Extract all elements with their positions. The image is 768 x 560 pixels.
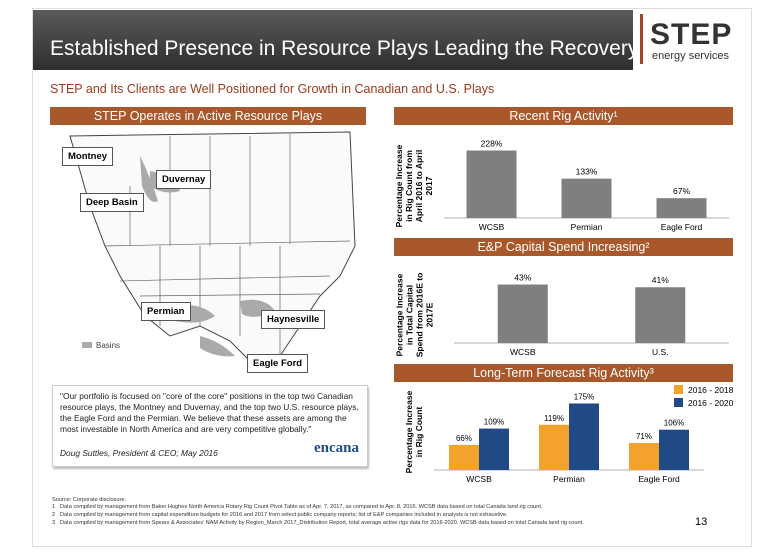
value-label: 66% bbox=[456, 434, 472, 443]
x-tick-label: Permian bbox=[571, 222, 603, 232]
bar bbox=[569, 403, 599, 470]
legend-swatch bbox=[674, 385, 683, 394]
footnote-source: Source: Corporate disclosure. bbox=[52, 497, 126, 503]
footnote-text: Data compiled by management from Baker H… bbox=[60, 504, 543, 510]
chart: 228% WCSB 133% Permian 67% Eagle Ford bbox=[444, 139, 729, 232]
value-label: 119% bbox=[544, 414, 564, 423]
bar bbox=[449, 444, 479, 470]
slide-subtitle: STEP and Its Clients are Well Positioned… bbox=[50, 82, 495, 96]
bar bbox=[479, 428, 509, 470]
x-tick-label: WCSB bbox=[479, 222, 505, 232]
value-label: 228% bbox=[481, 139, 503, 149]
chart: 43% WCSB 41% U.S. bbox=[454, 273, 729, 357]
x-tick-label: U.S. bbox=[652, 347, 669, 357]
map-label: Deep Basin bbox=[80, 193, 144, 212]
value-label: 106% bbox=[664, 419, 684, 428]
footnote-text: Data compiled by management from capital… bbox=[60, 512, 508, 518]
title-bar bbox=[33, 10, 633, 70]
quote-author: Doug Suttles, President & CEO; May 2016 bbox=[60, 448, 218, 458]
footnote-number: 1 bbox=[52, 504, 56, 510]
y-axis-label: Percentage Increase in Rig Count from Ap… bbox=[394, 144, 434, 228]
chart: 66% 109% WCSB 119% 175% Permian 71% 106% Eagle F… bbox=[434, 385, 733, 484]
quote-box bbox=[52, 385, 368, 467]
legend-label: 2016 - 2018 bbox=[688, 385, 733, 395]
footnote-number: 3 bbox=[52, 520, 56, 526]
value-label: 67% bbox=[673, 186, 690, 196]
page-number: 13 bbox=[695, 516, 708, 528]
logo-subtitle: energy services bbox=[652, 50, 730, 62]
logo-divider bbox=[640, 14, 643, 64]
value-label: 109% bbox=[484, 418, 504, 427]
chart-header: Recent Rig Activity¹ bbox=[394, 107, 733, 125]
bar bbox=[635, 287, 686, 343]
legend-label: Basins bbox=[96, 341, 120, 350]
value-label: 133% bbox=[576, 167, 598, 177]
x-tick-label: Eagle Ford bbox=[638, 474, 680, 484]
value-label: 175% bbox=[574, 393, 594, 402]
map-header: STEP Operates in Active Resource Plays bbox=[50, 107, 366, 125]
logo: STEP bbox=[650, 18, 733, 51]
legend-label: 2016 - 2020 bbox=[688, 398, 733, 408]
bar bbox=[629, 443, 659, 470]
bar bbox=[497, 284, 548, 343]
chart-header: E&P Capital Spend Increasing² bbox=[394, 238, 733, 256]
legend-swatch bbox=[82, 342, 92, 348]
bar bbox=[656, 198, 707, 218]
basin bbox=[200, 336, 235, 357]
bar bbox=[539, 424, 569, 470]
basin bbox=[140, 156, 158, 202]
encana-logo: encana bbox=[314, 440, 359, 456]
x-tick-label: WCSB bbox=[466, 474, 492, 484]
quote-text: "Our portfolio is focused on "core of th… bbox=[60, 391, 359, 434]
continent-outline bbox=[69, 131, 356, 367]
footnote-text: Data compiled by management from Spears … bbox=[60, 520, 584, 526]
x-tick-label: WCSB bbox=[510, 347, 536, 357]
map-label: Duvernay bbox=[156, 170, 212, 189]
y-axis-label: Percentage Increase in Total Capital Spe… bbox=[394, 272, 434, 357]
value-label: 43% bbox=[514, 273, 531, 283]
map-label: Eagle Ford bbox=[247, 354, 309, 373]
chart-header: Long-Term Forecast Rig Activity³ bbox=[394, 364, 733, 382]
map-label: Permian bbox=[141, 302, 191, 321]
y-axis-label: Percentage Increase in Rig Count bbox=[404, 390, 424, 474]
value-label: 41% bbox=[652, 275, 669, 285]
footnote-number: 2 bbox=[52, 512, 56, 518]
slide-title: Established Presence in Resource Plays L… bbox=[50, 37, 639, 60]
map-label: Haynesville bbox=[261, 310, 326, 329]
value-label: 71% bbox=[636, 432, 652, 441]
bar bbox=[561, 178, 612, 218]
map-label: Montney bbox=[62, 147, 114, 166]
legend-swatch bbox=[674, 398, 683, 407]
x-tick-label: Eagle Ford bbox=[661, 222, 703, 232]
bar bbox=[466, 150, 517, 218]
bar bbox=[659, 429, 689, 470]
x-tick-label: Permian bbox=[553, 474, 585, 484]
